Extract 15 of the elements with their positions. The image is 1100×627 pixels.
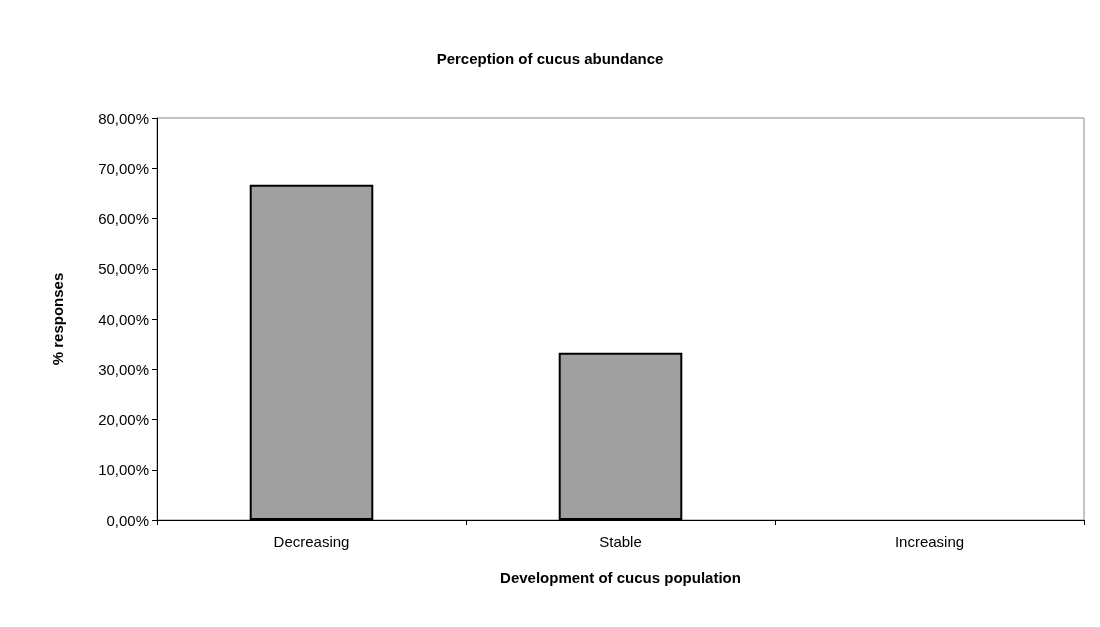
y-tick-label: 0,00%	[106, 511, 149, 529]
y-tick-label: 80,00%	[98, 109, 149, 127]
x-tick-label: Stable	[599, 533, 642, 550]
x-tick-label: Increasing	[894, 533, 965, 550]
x-axis-title: Development of cucus population	[500, 569, 741, 586]
y-tick-label: 60,00%	[98, 210, 149, 227]
y-tick-label: 50,00%	[98, 260, 149, 278]
y-axis-title: % responses	[49, 272, 66, 366]
x-tick-label: Decreasing	[273, 533, 350, 550]
chart-title: Perception of cucus abundance	[436, 50, 664, 67]
y-tick-label: 40,00%	[98, 310, 149, 328]
y-tick-label: 10,00%	[98, 461, 149, 479]
y-tick-label: 70,00%	[98, 159, 149, 177]
y-tick-label: 20,00%	[98, 411, 149, 428]
y-tick-label: 30,00%	[98, 360, 149, 378]
